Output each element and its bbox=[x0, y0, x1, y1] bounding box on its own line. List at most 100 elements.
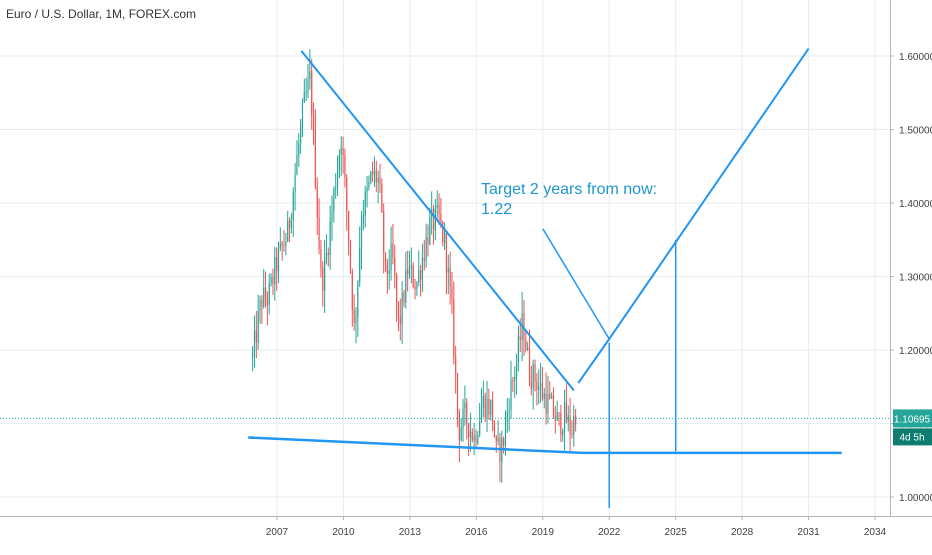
candle-body bbox=[255, 330, 257, 343]
candle-body bbox=[252, 352, 254, 358]
candle-body bbox=[560, 412, 562, 435]
target-annotation-line-1: Target 2 years from now: bbox=[481, 181, 657, 198]
candle-body bbox=[541, 383, 544, 399]
candle-body bbox=[534, 364, 536, 382]
candle-body bbox=[392, 243, 394, 258]
candle-body bbox=[311, 71, 313, 115]
candle-body bbox=[438, 205, 440, 214]
candle-body bbox=[294, 174, 296, 192]
candle-body bbox=[261, 299, 263, 307]
candle-body bbox=[562, 431, 564, 435]
current-price-label: 1.10695 bbox=[894, 414, 931, 425]
candle-body bbox=[309, 71, 311, 79]
candle-body bbox=[366, 187, 368, 193]
candle-body bbox=[329, 220, 331, 255]
grid bbox=[0, 0, 890, 516]
candle-body bbox=[346, 177, 348, 211]
candle-body bbox=[401, 292, 403, 325]
candle-body bbox=[519, 336, 521, 340]
target-annotation-line-2: 1.22 bbox=[481, 201, 512, 218]
candle-body bbox=[264, 287, 267, 300]
candle-body bbox=[416, 282, 418, 289]
candle-body bbox=[331, 210, 333, 221]
candle-body bbox=[453, 299, 455, 357]
candle-body bbox=[355, 317, 357, 323]
candle-body bbox=[464, 402, 466, 409]
x-tick-label: 2022 bbox=[598, 527, 621, 538]
candle-body bbox=[445, 233, 448, 273]
candle-body bbox=[283, 245, 285, 247]
countdown-label: 4d 5h bbox=[899, 432, 924, 443]
candle-body bbox=[552, 395, 555, 417]
candle-body bbox=[359, 248, 361, 282]
candle-body bbox=[336, 170, 339, 189]
candle-body bbox=[348, 210, 350, 242]
candle-body bbox=[312, 114, 315, 130]
candle-body bbox=[379, 177, 381, 185]
candle-body bbox=[394, 257, 396, 275]
y-tick-label: 1.00000 bbox=[899, 493, 932, 504]
candle-body bbox=[318, 217, 320, 250]
candle-body bbox=[412, 265, 414, 287]
candle-body bbox=[421, 257, 424, 280]
candle-body bbox=[508, 410, 510, 413]
candle-body bbox=[397, 301, 400, 317]
candle-body bbox=[455, 356, 457, 374]
candle-body bbox=[342, 148, 344, 156]
candle-body bbox=[471, 431, 473, 441]
candle-body bbox=[287, 220, 289, 242]
candle-body bbox=[525, 340, 527, 350]
x-tick-label: 2007 bbox=[266, 527, 289, 538]
candle-body bbox=[414, 286, 416, 289]
candle-body bbox=[429, 216, 431, 245]
current-price-badge bbox=[893, 409, 932, 428]
candle-body bbox=[515, 362, 518, 377]
candle-body bbox=[362, 216, 364, 224]
candle-body bbox=[418, 270, 420, 283]
candle-body bbox=[383, 212, 385, 253]
v-projection-line bbox=[577, 48, 810, 384]
candle-body bbox=[469, 431, 472, 438]
candle-body bbox=[386, 262, 388, 274]
candle-body bbox=[451, 286, 453, 300]
annotation-pointer-line bbox=[542, 228, 610, 340]
candle-body bbox=[449, 267, 451, 287]
candle-body bbox=[575, 415, 577, 425]
candle-body bbox=[396, 274, 398, 302]
candle-body bbox=[506, 412, 508, 422]
candle-body bbox=[325, 252, 328, 258]
candle-body bbox=[277, 248, 280, 272]
candle-body bbox=[477, 434, 479, 443]
candle-body bbox=[567, 415, 569, 422]
candle-body bbox=[268, 283, 270, 306]
candle-body bbox=[274, 257, 276, 284]
candle-body bbox=[322, 268, 324, 291]
candle-body bbox=[527, 347, 529, 350]
candle-body bbox=[257, 310, 259, 343]
candle-body bbox=[456, 373, 459, 413]
candle-body bbox=[270, 276, 272, 284]
candle-body bbox=[285, 241, 287, 247]
candle-body bbox=[569, 415, 571, 434]
candle-body bbox=[399, 316, 401, 325]
candle-body bbox=[488, 399, 490, 415]
candle-body bbox=[473, 435, 475, 441]
candle-body bbox=[482, 395, 484, 409]
candle-body bbox=[296, 155, 298, 175]
candle-body bbox=[545, 393, 547, 414]
candle-body bbox=[491, 399, 494, 422]
candle-body bbox=[479, 421, 481, 435]
candle-body bbox=[410, 265, 412, 267]
candle-body bbox=[368, 181, 370, 188]
candle-body bbox=[486, 399, 488, 418]
candle-body bbox=[384, 252, 387, 263]
candle-body bbox=[405, 269, 407, 303]
candle-body bbox=[276, 257, 278, 272]
candle-body bbox=[543, 393, 545, 399]
candle-body bbox=[320, 249, 322, 269]
candle-body bbox=[436, 205, 438, 208]
candle-body bbox=[442, 221, 444, 243]
candles bbox=[252, 49, 577, 483]
